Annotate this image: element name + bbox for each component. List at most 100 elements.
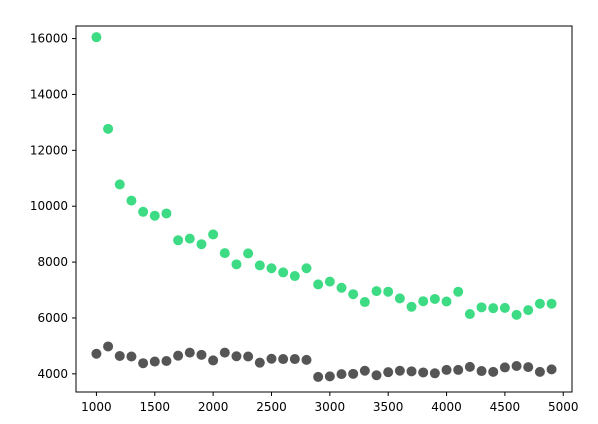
data-point-series2-35 (499, 362, 510, 373)
data-point-series2-17 (289, 354, 300, 365)
data-point-series1-14 (254, 260, 265, 271)
data-point-series1-28 (418, 296, 429, 307)
data-point-series2-28 (418, 367, 429, 378)
data-point-series1-5 (149, 210, 160, 221)
data-point-series1-4 (138, 206, 149, 217)
data-point-series1-13 (243, 248, 254, 259)
data-point-series2-30 (441, 364, 452, 375)
data-points (91, 32, 557, 382)
data-point-series1-10 (208, 229, 219, 240)
data-point-series2-2 (114, 350, 125, 361)
data-point-series1-12 (231, 259, 242, 270)
data-point-series2-14 (254, 357, 265, 368)
data-point-series1-0 (91, 32, 102, 43)
data-point-series1-20 (324, 276, 335, 287)
data-point-series1-17 (289, 271, 300, 282)
data-point-series1-7 (173, 235, 184, 246)
data-point-series1-18 (301, 263, 312, 274)
data-point-series1-24 (371, 286, 382, 297)
data-point-series1-33 (476, 302, 487, 313)
data-point-series2-7 (173, 350, 184, 361)
data-point-series2-24 (371, 370, 382, 381)
y-tick-label-6: 16000 (30, 32, 68, 46)
y-tick-label-4: 12000 (30, 143, 68, 157)
data-point-series2-36 (511, 361, 522, 372)
data-point-series2-38 (534, 366, 545, 377)
data-point-series1-26 (394, 293, 405, 304)
data-point-series1-8 (184, 233, 195, 244)
data-point-series1-3 (126, 195, 137, 206)
data-point-series1-38 (534, 298, 545, 309)
data-point-series2-4 (138, 358, 149, 369)
data-point-series1-16 (278, 267, 289, 278)
data-point-series2-29 (429, 368, 440, 379)
y-tick-label-5: 14000 (30, 87, 68, 101)
plot-frame (75, 25, 573, 393)
x-tick-label-6: 4000 (431, 400, 462, 414)
data-point-series2-6 (161, 355, 172, 366)
y-tick-label-2: 8000 (37, 255, 68, 269)
x-tick-label-1: 1500 (140, 400, 171, 414)
data-point-series2-37 (523, 362, 534, 373)
data-point-series1-15 (266, 263, 277, 274)
data-point-series2-13 (243, 351, 254, 362)
data-point-series1-25 (383, 286, 394, 297)
data-point-series2-1 (103, 341, 114, 352)
data-point-series2-11 (219, 347, 230, 358)
data-point-series2-33 (476, 366, 487, 377)
data-point-series2-3 (126, 351, 137, 362)
y-tick-label-0: 4000 (37, 367, 68, 381)
data-point-series2-15 (266, 353, 277, 364)
data-point-series1-27 (406, 301, 417, 312)
data-point-series1-29 (429, 293, 440, 304)
x-tick-label-8: 5000 (548, 400, 579, 414)
x-tick-label-2: 2000 (198, 400, 229, 414)
data-point-series2-20 (324, 371, 335, 382)
data-point-series2-34 (488, 366, 499, 377)
data-point-series1-23 (359, 297, 370, 308)
data-point-series1-39 (546, 298, 557, 309)
data-point-series1-30 (441, 296, 452, 307)
data-point-series2-16 (278, 354, 289, 365)
data-point-series1-31 (453, 286, 464, 297)
data-point-series1-11 (219, 248, 230, 259)
data-point-series1-36 (511, 309, 522, 320)
data-point-series1-34 (488, 303, 499, 314)
data-point-series2-8 (184, 347, 195, 358)
data-point-series2-21 (336, 369, 347, 380)
data-point-series2-5 (149, 356, 160, 367)
data-point-series2-32 (464, 361, 475, 372)
data-point-series2-18 (301, 354, 312, 365)
data-point-series1-37 (523, 305, 534, 316)
x-tick-label-4: 3000 (315, 400, 346, 414)
x-tick-label-3: 2500 (256, 400, 287, 414)
y-tick-label-1: 6000 (37, 311, 68, 325)
data-point-series2-25 (383, 367, 394, 378)
x-tick-label-5: 3500 (373, 400, 404, 414)
data-point-series1-9 (196, 239, 207, 250)
data-point-series2-27 (406, 366, 417, 377)
y-tick-label-3: 10000 (30, 199, 68, 213)
data-point-series1-35 (499, 302, 510, 313)
data-point-series1-6 (161, 208, 172, 219)
data-point-series2-0 (91, 348, 102, 359)
data-point-series2-10 (208, 355, 219, 366)
x-tick-label-7: 4500 (490, 400, 521, 414)
data-point-series1-21 (336, 282, 347, 293)
data-point-series1-22 (348, 289, 359, 300)
axis-ticks: 1000 1500 2000 2500 3000 3500 4000 4500 5000 4000… (30, 32, 579, 414)
x-tick-label-0: 1000 (81, 400, 112, 414)
data-point-series2-22 (348, 368, 359, 379)
data-point-series2-19 (313, 371, 324, 382)
data-point-series2-26 (394, 365, 405, 376)
data-point-series2-12 (231, 351, 242, 362)
data-point-series2-9 (196, 349, 207, 360)
data-point-series1-19 (313, 279, 324, 290)
data-point-series2-31 (453, 364, 464, 375)
data-point-series1-2 (114, 179, 125, 190)
data-point-series1-32 (464, 309, 475, 320)
data-point-series1-1 (103, 123, 114, 134)
data-point-series2-39 (546, 364, 557, 375)
data-point-series2-23 (359, 365, 370, 376)
